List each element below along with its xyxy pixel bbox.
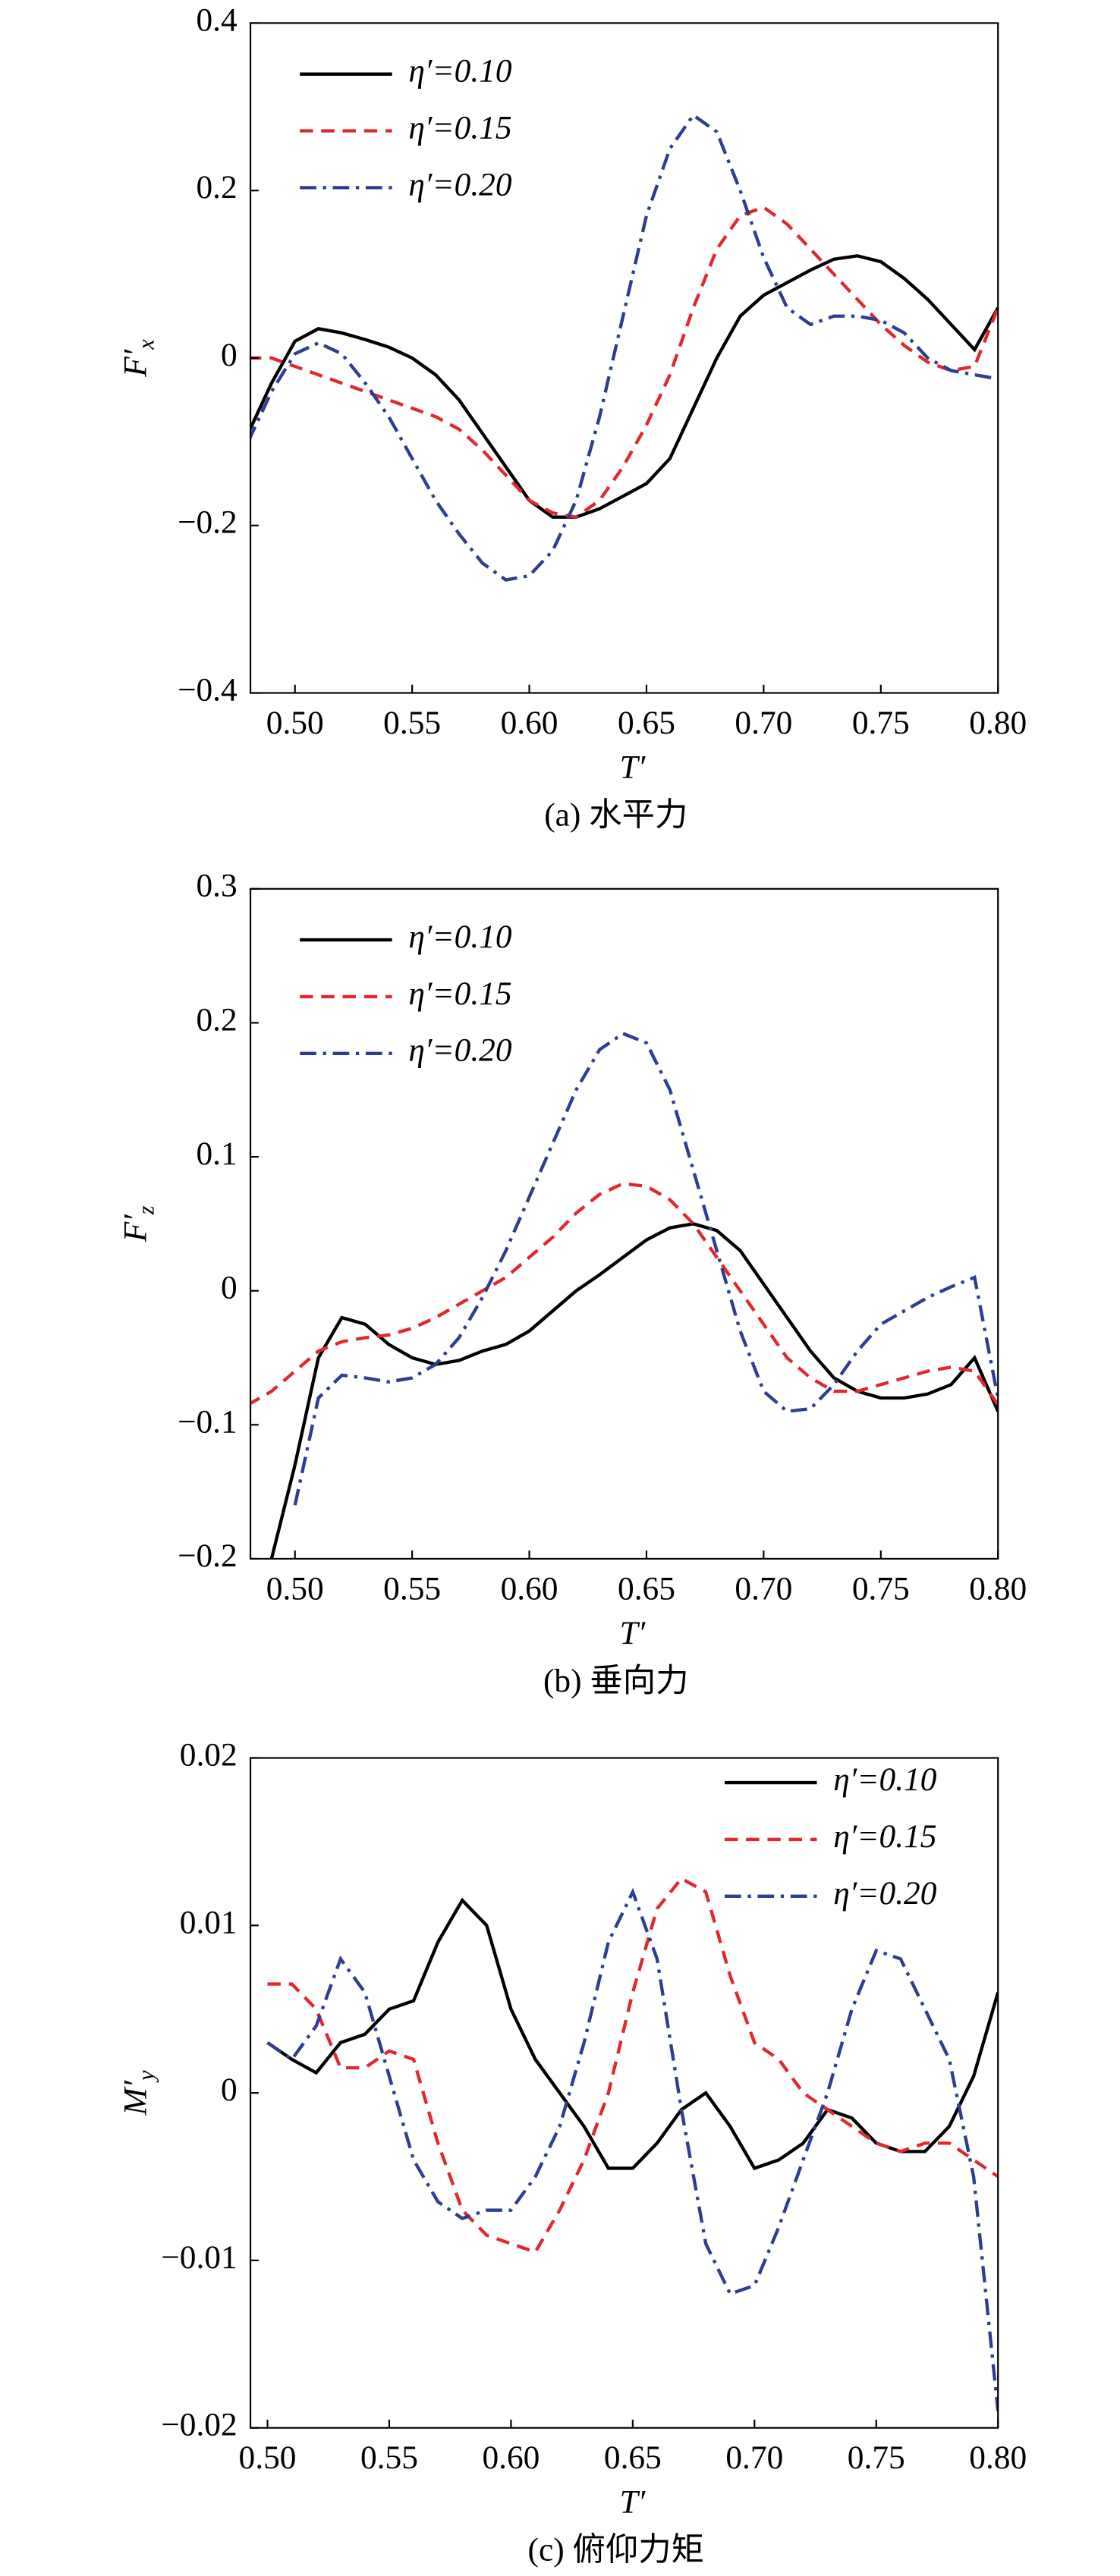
y-axis-label: M′y [117, 2070, 159, 2116]
x-tick-label: 0.50 [239, 2439, 297, 2476]
series-line [250, 1182, 999, 1406]
x-tick-label: 0.50 [266, 1570, 324, 1607]
series-line [266, 1887, 999, 2411]
x-tick-label: 0.75 [852, 705, 910, 741]
y-tick-label: −0.01 [161, 2239, 237, 2276]
plot-frame [249, 887, 999, 1560]
caption: (b) 垂向力 [543, 1663, 689, 1699]
x-tick-label: 0.75 [852, 1570, 910, 1607]
legend-label: η′=0.10 [408, 53, 511, 90]
x-tick-label: 0.65 [618, 705, 675, 741]
legend-label: η′=0.20 [408, 1032, 511, 1069]
legend-label: η′=0.10 [408, 919, 511, 955]
y-tick-label: −0.1 [178, 1403, 238, 1440]
chart: −0.2 −0.1 0 0.1 0.2 0.3 0.50 0.55 0.60 0.65 0.70 0.… [117, 868, 1027, 1699]
x-tick-label: 0.65 [604, 2439, 662, 2476]
x-axis-label: T′ [620, 2484, 647, 2521]
y-tick-label: −0.02 [161, 2407, 237, 2443]
x-tick-label: 0.70 [725, 2439, 783, 2476]
caption: (c) 俯仰力矩 [528, 2532, 704, 2568]
y-axis-label: F′x [117, 339, 159, 378]
y-tick-label: 0 [221, 1270, 238, 1306]
chart: −0.02 −0.01 0 0.01 0.02 0.50 0.55 0.60 0.65 0.70 0… [117, 1736, 1027, 2568]
y-axis-label-main: M′ [117, 2080, 153, 2116]
x-axis-label: T′ [620, 749, 647, 785]
legend-label: η′=0.20 [833, 1875, 936, 1912]
y-tick-label: 0.02 [180, 1736, 238, 1773]
caption: (a) 水平力 [544, 796, 687, 833]
y-tick-label: −0.4 [178, 672, 238, 708]
series-line [269, 1222, 999, 1559]
x-tick-label: 0.55 [360, 2439, 418, 2476]
x-tick-label: 0.60 [482, 2439, 540, 2476]
y-axis-label-main: F′ [117, 348, 153, 377]
y-axis-label-main: F′ [117, 1214, 153, 1242]
y-axis-label: F′z [117, 1205, 159, 1242]
x-tick-label: 0.50 [266, 705, 324, 741]
y-tick-label: −0.2 [178, 504, 238, 541]
legend-label: η′=0.10 [833, 1761, 936, 1798]
chart: −0.4 −0.2 0 0.2 0.4 0.50 0.55 0.60 0.65 0.70 0.75 0… [117, 2, 1027, 833]
x-tick-label: 0.60 [501, 705, 558, 741]
x-tick-label: 0.70 [735, 705, 792, 741]
legend-label: η′=0.15 [833, 1818, 936, 1855]
plot-frame [249, 22, 999, 694]
y-axis-label-sub: z [133, 1205, 159, 1215]
y-tick-label: 0.3 [196, 868, 237, 904]
series-line [250, 112, 999, 582]
series-line [267, 1876, 999, 2254]
y-axis-label-sub: x [133, 339, 159, 350]
x-tick-label: 0.75 [848, 2439, 905, 2476]
y-tick-label: 0 [221, 337, 238, 373]
x-tick-label: 0.80 [969, 1570, 1027, 1607]
series-line [250, 254, 999, 519]
y-tick-label: 0.01 [180, 1904, 238, 1940]
y-tick-label: −0.2 [178, 1538, 238, 1574]
y-tick-label: 0.1 [196, 1136, 237, 1172]
y-tick-label: 0 [221, 2072, 238, 2108]
x-tick-label: 0.65 [618, 1570, 675, 1607]
x-tick-label: 0.55 [383, 705, 441, 741]
x-tick-label: 0.70 [735, 1570, 792, 1607]
legend-label: η′=0.20 [408, 166, 511, 203]
plot-frame [249, 1757, 999, 2429]
series-line [266, 1897, 999, 2171]
series-line [250, 205, 999, 520]
x-axis-label: T′ [620, 1615, 647, 1651]
legend-label: η′=0.15 [408, 975, 511, 1012]
series-line [293, 1032, 999, 1506]
x-tick-label: 0.80 [969, 2439, 1027, 2476]
y-tick-label: 0.2 [196, 169, 237, 206]
y-tick-label: 0.4 [196, 2, 238, 38]
x-tick-label: 0.80 [969, 705, 1027, 741]
x-tick-label: 0.60 [501, 1570, 558, 1607]
y-tick-label: 0.2 [196, 1001, 237, 1038]
x-tick-label: 0.55 [383, 1570, 441, 1607]
y-axis-label-sub: y [133, 2070, 159, 2083]
legend-label: η′=0.15 [408, 109, 511, 146]
